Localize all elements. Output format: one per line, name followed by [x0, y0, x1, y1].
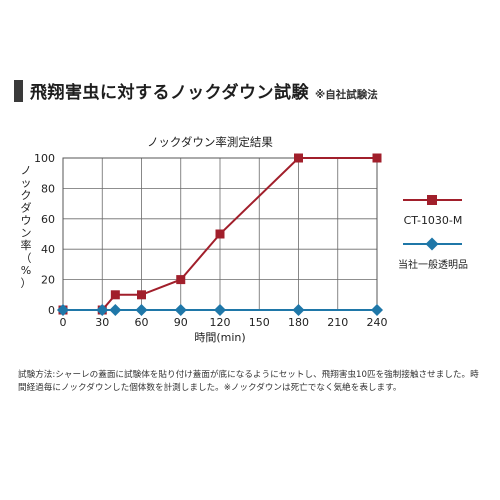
chart-title: ノックダウン率測定結果: [147, 135, 273, 149]
legend-label: CT-1030-M: [404, 214, 463, 227]
y-axis-label-char: ク: [21, 189, 32, 202]
chart-svg: ノックダウン率測定結果 0 20 40 60 80 100 0 30 60 90 120 150 18…: [21, 135, 469, 344]
section-title: 飛翔害虫に対するノックダウン試験: [30, 83, 309, 103]
y-tick-label: 80: [41, 182, 55, 195]
y-tick-label: 100: [34, 152, 55, 165]
y-axis-label-char: 率: [21, 238, 32, 252]
y-tick-label: 20: [41, 274, 55, 287]
y-axis-label-char: ッ: [21, 177, 32, 190]
legend-marker: [425, 237, 439, 251]
data-point: [214, 304, 226, 316]
x-axis-label: 時間(min): [194, 331, 245, 344]
y-axis-label-char: （: [21, 252, 32, 265]
x-tick-label: 240: [367, 316, 388, 329]
data-point: [371, 304, 383, 316]
chart-legend: CT-1030-M 当社一般透明品: [398, 195, 468, 271]
x-axis-ticks: 0 30 60 90 120 150 180 210 240: [60, 316, 388, 329]
knockdown-chart: ノックダウン率測定結果 0 20 40 60 80 100 0 30 60 90 120 150 18…: [0, 130, 500, 350]
data-point: [176, 275, 186, 285]
y-axis-ticks: 0 20 40 60 80 100: [34, 152, 55, 317]
data-point: [294, 153, 303, 163]
y-axis-label-char: ノ: [21, 164, 32, 177]
x-tick-label: 0: [60, 316, 67, 329]
y-axis-label-char: ダ: [21, 201, 32, 215]
section-header: 飛翔害虫に対するノックダウン試験 ※自社試験法: [14, 78, 378, 103]
data-point: [372, 153, 382, 163]
legend-marker: [427, 195, 437, 205]
data-point: [215, 229, 225, 239]
data-point: [57, 304, 69, 316]
data-point: [135, 304, 148, 316]
data-point: [137, 290, 146, 300]
test-method-note: 試験方法:シャーレの蓋面に試験体を貼り付け蓋面が底になるようにセットし、飛翔害虫…: [18, 370, 479, 393]
y-tick-label: 60: [41, 213, 55, 226]
y-axis-label-char: ウ: [21, 214, 32, 227]
y-tick-label: 0: [48, 304, 55, 317]
x-tick-label: 30: [95, 316, 109, 329]
data-point: [109, 304, 122, 316]
data-point: [110, 290, 120, 300]
series-layer: [57, 153, 383, 316]
y-axis-label: ノックダウン率（%）: [21, 164, 32, 290]
x-tick-label: 150: [249, 316, 270, 329]
x-tick-label: 210: [327, 316, 348, 329]
data-point: [174, 304, 187, 316]
y-axis-label-char: ン: [21, 227, 32, 240]
section-note: ※自社試験法: [314, 89, 378, 101]
y-axis-label-char: ）: [21, 277, 32, 290]
x-tick-label: 180: [288, 316, 309, 329]
x-tick-label: 120: [210, 316, 231, 329]
header-bar: [14, 80, 23, 102]
y-tick-label: 40: [41, 243, 55, 256]
x-tick-label: 90: [174, 316, 188, 329]
data-point: [96, 304, 109, 316]
data-point: [292, 304, 305, 316]
x-tick-label: 60: [135, 316, 149, 329]
legend-label: 当社一般透明品: [398, 258, 468, 271]
y-axis-label-char: %: [21, 264, 31, 277]
